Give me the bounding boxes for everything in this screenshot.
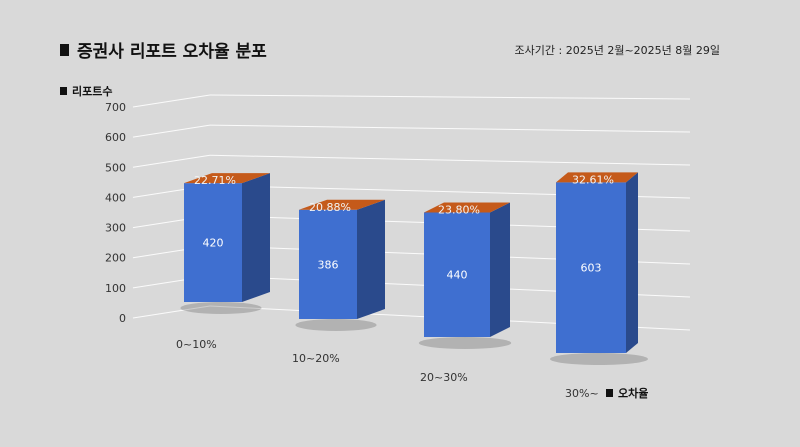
bar-percent-label-1: 20.88% — [309, 201, 351, 214]
bar-front-3 — [556, 182, 626, 353]
gridline-side-500 — [132, 154, 211, 168]
gridline-700 — [209, 94, 691, 100]
chart-title: 증권사 리포트 오차율 분포 — [60, 37, 267, 62]
gridline-side-600 — [132, 124, 211, 138]
xlabel-square-icon — [606, 389, 613, 397]
x-tick-label-3: 30%~ — [565, 387, 599, 400]
y-tick-label-700: 700 — [105, 101, 126, 114]
ylabel-square-icon — [60, 87, 67, 95]
bar-value-label-2: 440 — [447, 269, 468, 282]
bar-percent-label-2: 23.80% — [438, 203, 480, 216]
chart-title-text: 증권사 리포트 오차율 분포 — [77, 42, 267, 62]
x-tick-label-1: 10~20% — [292, 352, 340, 365]
bar-side-2 — [490, 202, 510, 337]
bar-top-3 — [556, 172, 638, 183]
bar-top-1 — [299, 199, 385, 210]
bar-side-1 — [357, 199, 385, 319]
bar-front-1 — [299, 209, 357, 319]
bar-shadow-2 — [418, 337, 512, 349]
bar-top-0 — [184, 173, 270, 184]
y-tick-label-500: 500 — [105, 161, 126, 174]
bar-percent-label-0: 22.71% — [194, 174, 236, 187]
bar-front-0 — [184, 183, 242, 302]
bar-side-0 — [242, 173, 270, 302]
gridline-side-700 — [132, 94, 211, 108]
y-tick-label-200: 200 — [105, 252, 126, 265]
y-tick-label-300: 300 — [105, 222, 126, 235]
bar-value-label-3: 603 — [581, 262, 602, 275]
bar-side-3 — [626, 172, 638, 353]
survey-period: 조사기간 : 2025년 2월~2025년 8월 29일 — [514, 44, 720, 57]
y-tick-label-400: 400 — [105, 191, 126, 204]
x-tick-label-2: 20~30% — [420, 371, 468, 384]
bar-value-label-0: 420 — [203, 237, 224, 250]
bar-shadow-3 — [550, 353, 648, 365]
gridline-500 — [209, 154, 691, 166]
bar-shadow-0 — [180, 302, 262, 314]
bar-front-2 — [424, 212, 490, 337]
title-bullet-icon — [60, 43, 69, 56]
y-tick-label-600: 600 — [105, 131, 126, 144]
bar-top-2 — [424, 202, 510, 213]
bar-shadow-1 — [295, 319, 377, 331]
y-axis-title: 리포트수 — [72, 84, 112, 98]
bar-percent-label-3: 32.61% — [572, 173, 614, 186]
gridline-side-0 — [132, 305, 211, 319]
bar-value-label-1: 386 — [318, 258, 339, 271]
y-tick-label-0: 0 — [119, 312, 126, 325]
y-tick-label-100: 100 — [105, 282, 126, 295]
x-axis-title: 오차율 — [618, 386, 648, 400]
gridline-600 — [209, 124, 691, 133]
x-tick-label-0: 0~10% — [176, 338, 217, 351]
